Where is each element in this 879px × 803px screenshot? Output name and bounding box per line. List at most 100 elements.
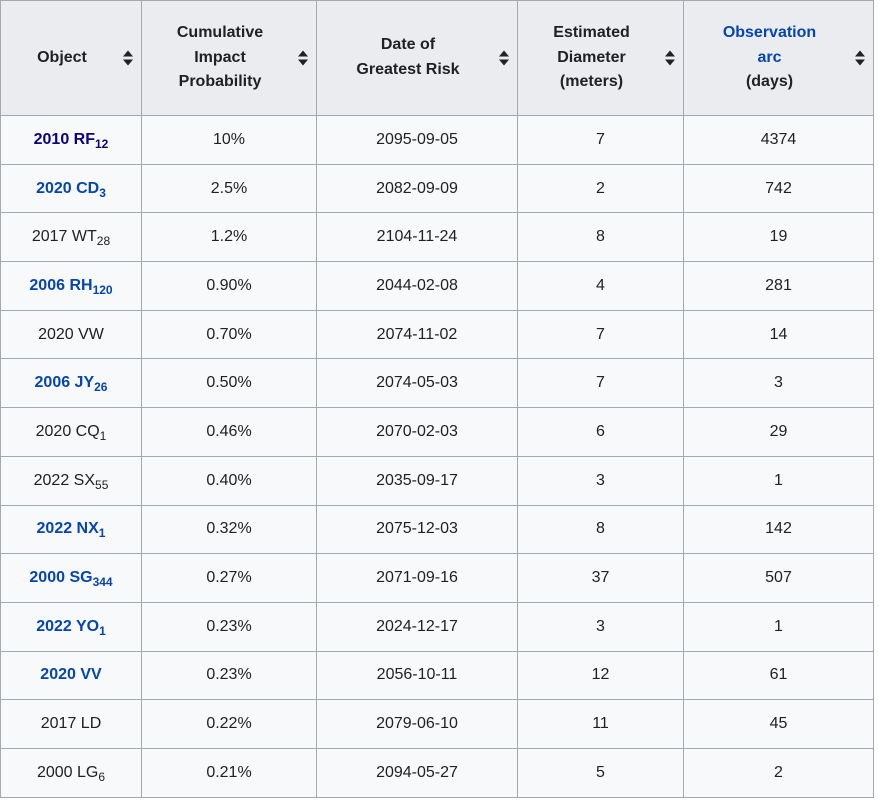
- arc-cell: 14: [683, 309, 874, 360]
- arc-cell: 3: [683, 358, 874, 409]
- object-cell: 2010 RF12: [0, 115, 142, 165]
- object-link[interactable]: 2020 CD3: [36, 179, 106, 200]
- object-subscript: 12: [95, 137, 109, 152]
- table-row: 2020 CQ1 0.46% 2070-02-03 6 29: [0, 407, 874, 457]
- table-row: 2006 RH120 0.90% 2044-02-08 4 281: [0, 261, 874, 311]
- diameter-cell: 7: [517, 309, 684, 360]
- column-header-object[interactable]: Object: [0, 0, 142, 116]
- probability-cell: 0.23%: [141, 601, 317, 652]
- probability-cell: 0.50%: [141, 358, 317, 409]
- object-cell: 2000 LG6: [0, 747, 142, 798]
- table-row: 2022 NX1 0.32% 2075-12-03 8 142: [0, 504, 874, 555]
- arc-cell: 1: [683, 601, 874, 652]
- object-cell: 2017 WT28: [0, 212, 142, 263]
- date-cell: 2044-02-08: [316, 261, 518, 311]
- object-cell: 2022 SX55: [0, 455, 142, 506]
- column-header-diameter-unit: (meters): [559, 73, 624, 91]
- date-cell: 2071-09-16: [316, 553, 518, 603]
- object-cell: 2006 JY26: [0, 358, 142, 409]
- sort-icon[interactable]: [855, 50, 866, 66]
- object-cell: 2022 NX1: [0, 504, 142, 555]
- column-header-date-of-greatest-risk[interactable]: Date of Greatest Risk: [316, 0, 518, 116]
- object-subscript: 1: [99, 623, 106, 638]
- probability-cell: 0.23%: [141, 650, 317, 701]
- object-link[interactable]: 2000 SG344: [29, 569, 113, 590]
- diameter-cell: 3: [517, 601, 684, 652]
- column-header-cumulative-impact-probability[interactable]: Cumulative Impact Probability: [141, 0, 317, 116]
- date-cell: 2075-12-03: [316, 504, 518, 555]
- diameter-cell: 2: [517, 163, 684, 214]
- arc-cell: 61: [683, 650, 874, 701]
- object-label: 2022 SX55: [33, 471, 109, 492]
- arc-cell: 281: [683, 261, 874, 311]
- object-cell: 2000 SG344: [0, 553, 142, 603]
- table-row: 2022 YO1 0.23% 2024-12-17 3 1: [0, 601, 874, 652]
- arc-cell: 29: [683, 407, 874, 457]
- arc-cell: 142: [683, 504, 874, 555]
- object-label: 2020 CQ1: [35, 422, 107, 444]
- object-subscript: 26: [94, 380, 108, 395]
- diameter-cell: 12: [517, 650, 684, 701]
- header-row: Object Cumulative Impact Probability Dat…: [0, 0, 874, 116]
- diameter-cell: 5: [517, 747, 684, 798]
- table-row: 2000 LG6 0.21% 2094-05-27 5 2: [0, 747, 874, 798]
- sort-icon[interactable]: [665, 50, 676, 66]
- object-cell: 2020 VV: [0, 650, 142, 701]
- table-body: 2010 RF12 10% 2095-09-05 7 4374 2020 CD3 2.5% 2…: [0, 115, 874, 798]
- object-cell: 2022 YO1: [0, 601, 142, 652]
- table-row: 2010 RF12 10% 2095-09-05 7 4374: [0, 115, 874, 165]
- arc-cell: 4374: [683, 115, 874, 165]
- column-header-arc-unit: (days): [745, 73, 794, 91]
- diameter-cell: 6: [517, 407, 684, 457]
- date-cell: 2104-11-24: [316, 212, 518, 263]
- object-link[interactable]: 2006 RH120: [29, 276, 113, 298]
- probability-cell: 1.2%: [141, 212, 317, 263]
- diameter-cell: 8: [517, 212, 684, 263]
- sort-icon[interactable]: [123, 50, 134, 66]
- arc-cell: 507: [683, 553, 874, 603]
- sort-icon[interactable]: [499, 50, 510, 66]
- probability-cell: 0.27%: [141, 553, 317, 603]
- object-cell: 2020 CQ1: [0, 407, 142, 457]
- table-row: 2022 SX55 0.40% 2035-09-17 3 1: [0, 455, 874, 506]
- sort-icon[interactable]: [298, 50, 309, 66]
- object-cell: 2017 LD: [0, 699, 142, 749]
- object-link[interactable]: 2022 YO1: [36, 617, 106, 638]
- table-row: 2000 SG344 0.27% 2071-09-16 37 507: [0, 553, 874, 603]
- object-link[interactable]: 2020 VV: [40, 666, 102, 684]
- date-cell: 2070-02-03: [316, 407, 518, 457]
- object-subscript: 120: [92, 283, 113, 298]
- object-link[interactable]: 2010 RF12: [33, 130, 109, 152]
- date-cell: 2079-06-10: [316, 699, 518, 749]
- table-row: 2020 VW 0.70% 2074-11-02 7 14: [0, 309, 874, 360]
- probability-cell: 0.32%: [141, 504, 317, 555]
- diameter-cell: 11: [517, 699, 684, 749]
- object-link[interactable]: 2006 JY26: [34, 374, 108, 395]
- object-cell: 2006 RH120: [0, 261, 142, 311]
- object-subscript: 28: [96, 234, 111, 249]
- probability-cell: 0.21%: [141, 747, 317, 798]
- object-cell: 2020 CD3: [0, 163, 142, 214]
- object-link[interactable]: 2022 NX1: [36, 520, 106, 541]
- arc-cell: 1: [683, 455, 874, 506]
- diameter-cell: 3: [517, 455, 684, 506]
- date-cell: 2056-10-11: [316, 650, 518, 701]
- object-label: 2000 LG6: [36, 763, 106, 784]
- object-label: 2020 VW: [38, 325, 104, 343]
- date-cell: 2095-09-05: [316, 115, 518, 165]
- observation-arc-link[interactable]: Observation arc: [722, 23, 817, 66]
- probability-cell: 10%: [141, 115, 317, 165]
- column-header-date-label: Date of Greatest Risk: [356, 36, 460, 78]
- probability-cell: 0.46%: [141, 407, 317, 457]
- column-header-observation-arc[interactable]: Observation arc (days): [683, 0, 874, 116]
- table-header: Object Cumulative Impact Probability Dat…: [0, 0, 874, 116]
- date-cell: 2074-11-02: [316, 309, 518, 360]
- column-header-object-label: Object: [37, 48, 87, 66]
- date-cell: 2074-05-03: [316, 358, 518, 409]
- probability-cell: 0.22%: [141, 699, 317, 749]
- column-header-estimated-diameter[interactable]: Estimated Diameter (meters): [517, 0, 684, 116]
- object-subscript: 55: [95, 477, 109, 492]
- table-row: 2006 JY26 0.50% 2074-05-03 7 3: [0, 358, 874, 409]
- diameter-cell: 37: [517, 553, 684, 603]
